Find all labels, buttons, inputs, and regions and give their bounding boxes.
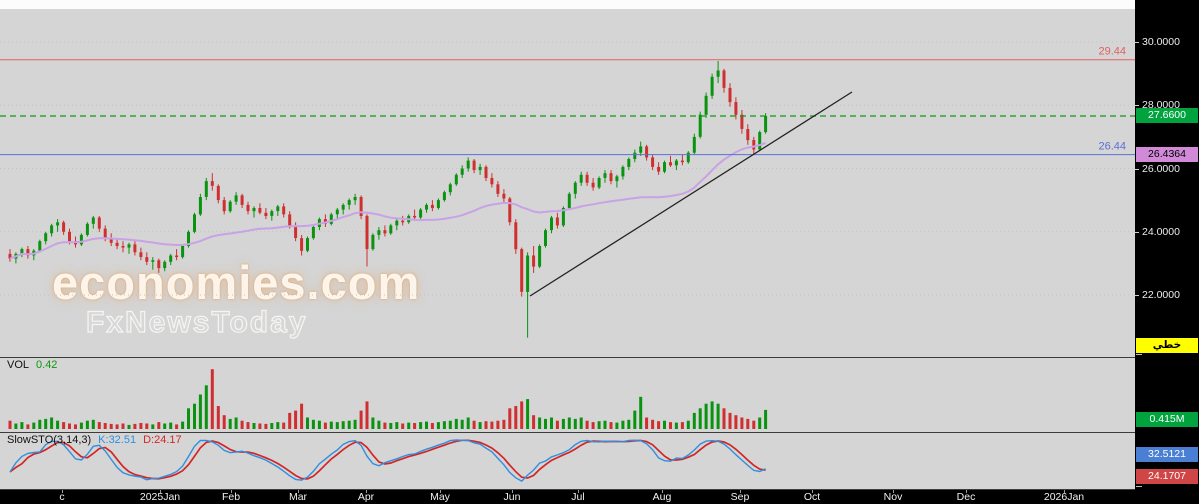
watermark-subbrand: FxNewsToday: [85, 305, 308, 339]
price-tick-mark: [1135, 42, 1139, 43]
time-axis-label: May: [430, 491, 450, 503]
panel-separator: [0, 432, 1135, 433]
price-tick-mark: [1135, 168, 1139, 170]
panel-separator: [0, 357, 1135, 358]
panel-separator: [0, 489, 1135, 490]
stochastic-panel-header: SlowSTO(3,14,3) K:32.51 D:24.17: [7, 434, 189, 446]
time-tick-mark: [893, 490, 894, 493]
price-tick-label: 30.0000: [1142, 36, 1180, 48]
time-axis-label: Feb: [221, 491, 241, 503]
svg-text:26.44: 26.44: [1098, 141, 1126, 153]
time-axis-label: Aug: [652, 491, 672, 503]
time-tick-mark: [298, 490, 299, 493]
price-tick-label: 26.0000: [1142, 162, 1180, 175]
time-tick-mark: [366, 490, 367, 493]
axis-separator-tick: [1136, 486, 1142, 487]
volume-chart-canvas[interactable]: [0, 358, 1135, 432]
stochastic-k-badge: 32.5121: [1136, 447, 1198, 462]
stochastic-indicator-label: SlowSTO(3,14,3): [7, 434, 92, 446]
price-panel-background: [0, 9, 1135, 357]
watermark-brand: economies.com: [52, 256, 421, 309]
volume-value-badge: 0.415M: [1136, 412, 1198, 427]
time-axis-label: Mar: [288, 491, 308, 503]
time-tick-mark: [578, 490, 579, 493]
time-axis-label: Dec: [956, 491, 976, 503]
time-tick-mark: [160, 490, 161, 493]
time-axis-label: Nov: [883, 491, 903, 503]
time-tick-mark: [740, 490, 741, 493]
time-tick-mark: [1064, 490, 1065, 493]
time-tick-mark: [812, 490, 813, 493]
time-axis-label: Oct: [803, 491, 821, 503]
time-axis-label: Jul: [571, 491, 585, 503]
price-tick-label: 24.0000: [1142, 225, 1180, 238]
price-chart-canvas[interactable]: 29.44 26.44: [0, 0, 1135, 357]
time-axis-label: 2026Jan: [1043, 491, 1085, 503]
axis-separator-tick: [1136, 354, 1142, 355]
price-tick-mark: [1135, 231, 1139, 233]
volume-panel-header: VOL 0.42: [7, 359, 64, 371]
time-axis-label: Jun: [503, 491, 521, 503]
time-axis-label: Apr: [357, 491, 375, 503]
time-axis-label: c: [59, 491, 65, 503]
scale-mode-badge[interactable]: خطي: [1136, 338, 1198, 353]
stochastic-chart-canvas[interactable]: [0, 433, 1135, 489]
price-tick-mark: [1135, 295, 1139, 296]
stochastic-k-value: K:32.51: [98, 434, 137, 446]
stochastic-panel-background: [0, 433, 1135, 489]
volume-current-value: 0.42: [36, 359, 58, 371]
price-tick-mark: [1135, 105, 1139, 107]
time-tick-mark: [662, 490, 663, 493]
time-tick-mark: [512, 490, 513, 493]
last-price-badge: 27.6600: [1136, 108, 1198, 123]
stochastic-d-badge: 24.1707: [1136, 469, 1198, 484]
time-tick-mark: [62, 490, 63, 493]
volume-indicator-label: VOL: [7, 359, 30, 371]
time-axis[interactable]: c 2025Jan Feb Mar Apr May Jun Jul Aug Sep Oct Nov De…: [0, 490, 1199, 504]
price-tick-label: 22.0000: [1142, 289, 1180, 301]
time-tick-mark: [231, 490, 232, 493]
svg-text:29.44: 29.44: [1098, 46, 1126, 58]
time-axis-label: 2025Jan: [139, 491, 181, 503]
moving-average-value-badge: 26.4364: [1136, 147, 1198, 162]
top-margin-strip: [0, 0, 1135, 9]
time-tick-mark: [440, 490, 441, 493]
stochastic-d-value: D:24.17: [143, 434, 182, 446]
price-axis[interactable]: 30.0000 28.0000 26.0000 24.0000 22.0000: [1135, 0, 1199, 504]
time-tick-mark: [966, 490, 967, 493]
time-axis-label: Sep: [730, 491, 750, 503]
